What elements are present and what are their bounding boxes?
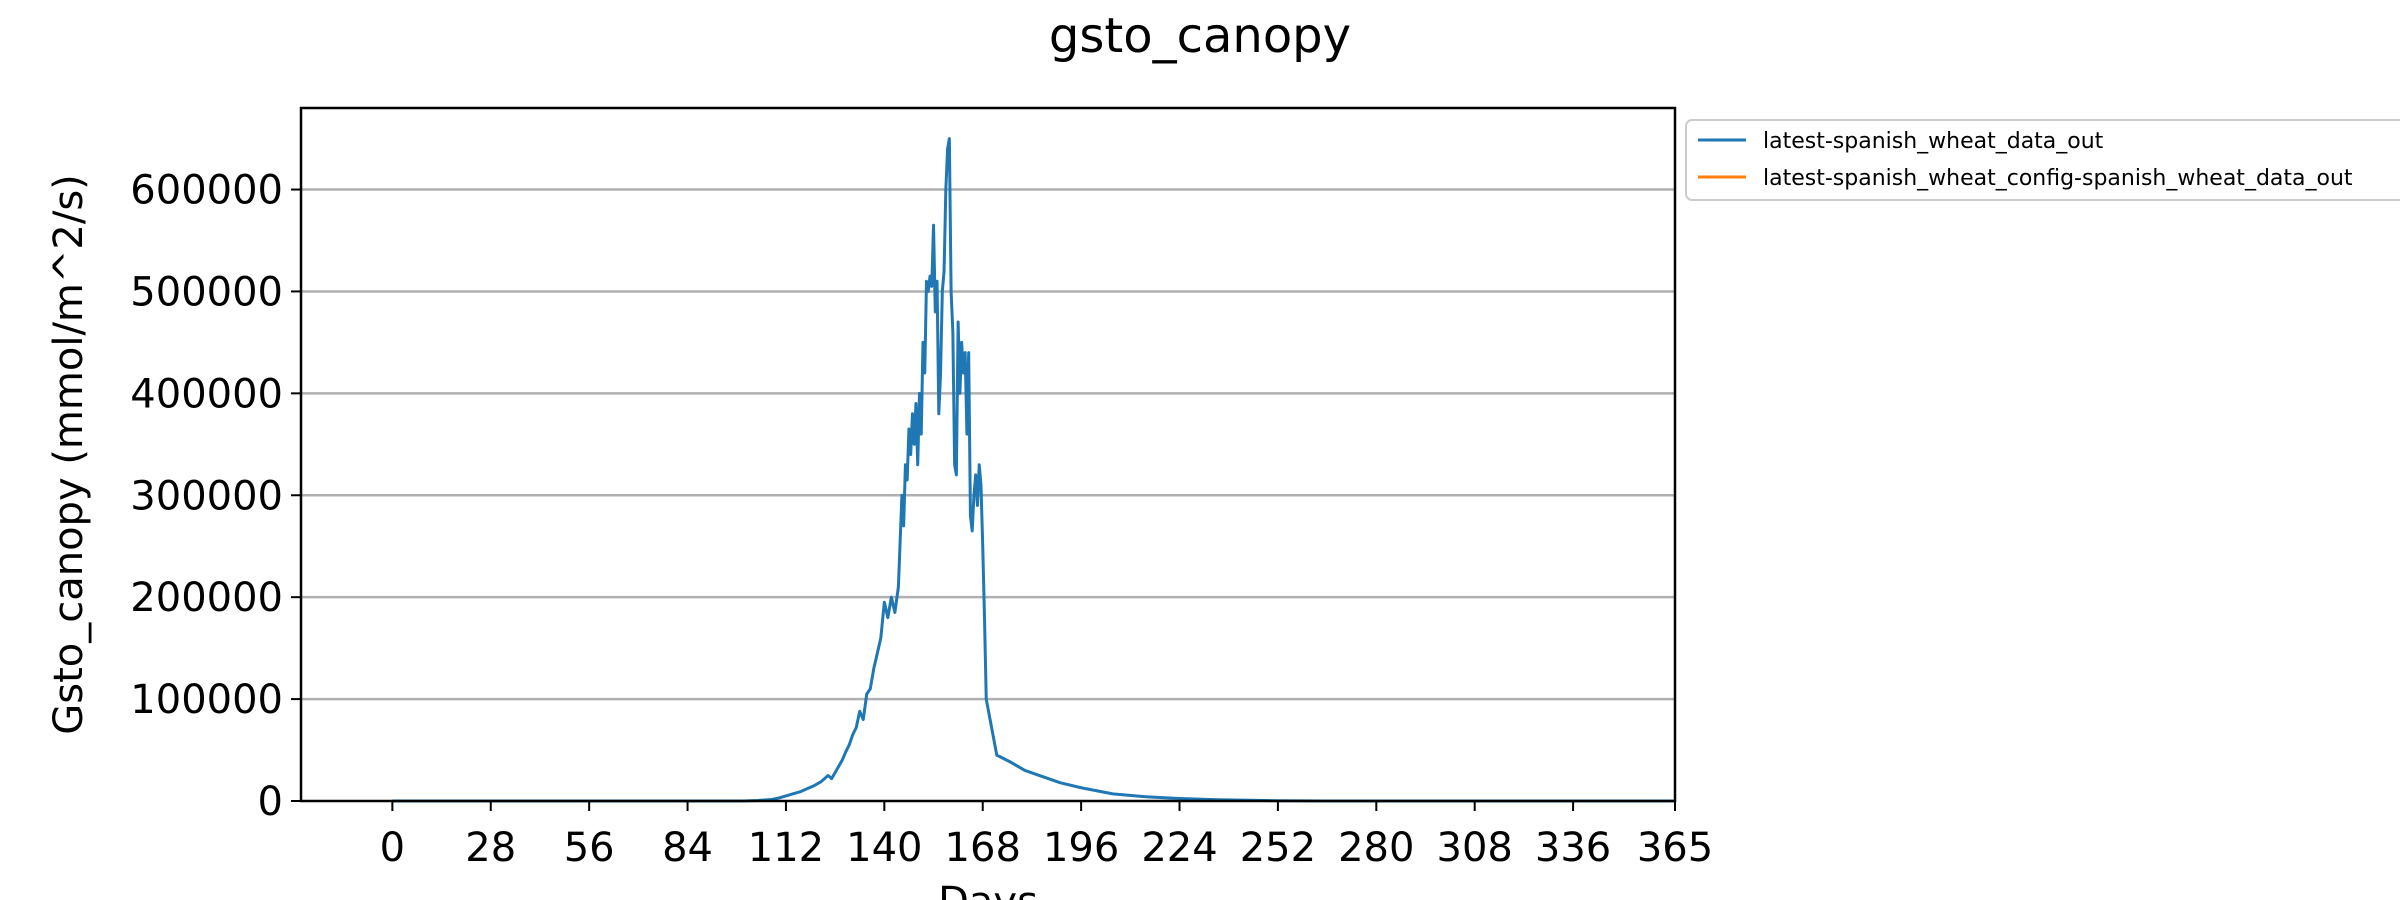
y-axis: 0 100000 200000 300000 400000 500000 600000: [130, 168, 301, 825]
series-line-0: [392, 137, 1675, 803]
y-tick-label-3: 300000: [130, 473, 283, 519]
legend-box: [1685, 119, 2400, 201]
x-tick-label-0: 0: [380, 825, 405, 871]
x-axis-label: Days: [938, 879, 1038, 900]
x-tick-label-10: 280: [1338, 825, 1414, 871]
series-lines: [392, 137, 1675, 803]
x-tick-label-9: 252: [1240, 825, 1316, 871]
x-tick-label-12: 336: [1535, 825, 1611, 871]
chart-title: gsto_canopy: [1049, 8, 1351, 64]
y-tick-label-2: 200000: [130, 575, 283, 621]
legend-label-1: latest-spanish_wheat_config-spanish_whea…: [1763, 166, 2353, 191]
y-tick-label-6: 600000: [130, 168, 283, 214]
x-tick-label-7: 196: [1043, 825, 1119, 871]
x-tick-label-4: 112: [748, 825, 824, 871]
plot-frame: [299, 106, 1677, 803]
x-axis: 0 28 56 84 112 140 168 196 224 252 280 308 336 365: [380, 801, 1713, 871]
grid-lines: [301, 188, 1675, 701]
x-tick-label-3: 84: [662, 825, 713, 871]
x-tick-label-8: 224: [1141, 825, 1217, 871]
legend: latest-spanish_wheat_data_out latest-span…: [1685, 119, 2400, 201]
x-tick-label-11: 308: [1437, 825, 1513, 871]
x-tick-label-5: 140: [846, 825, 922, 871]
x-tick-label-13: 365: [1637, 825, 1713, 871]
y-axis-label: Gsto_canopy (mmol/m^2/s): [46, 174, 92, 735]
x-tick-label-2: 56: [564, 825, 615, 871]
x-tick-label-6: 168: [945, 825, 1021, 871]
y-tick-label-0: 0: [258, 779, 283, 825]
y-tick-label-1: 100000: [130, 677, 283, 723]
y-tick-label-4: 400000: [130, 371, 283, 417]
y-tick-label-5: 500000: [130, 269, 283, 315]
legend-label-0: latest-spanish_wheat_data_out: [1763, 129, 2104, 154]
x-tick-label-1: 28: [465, 825, 516, 871]
